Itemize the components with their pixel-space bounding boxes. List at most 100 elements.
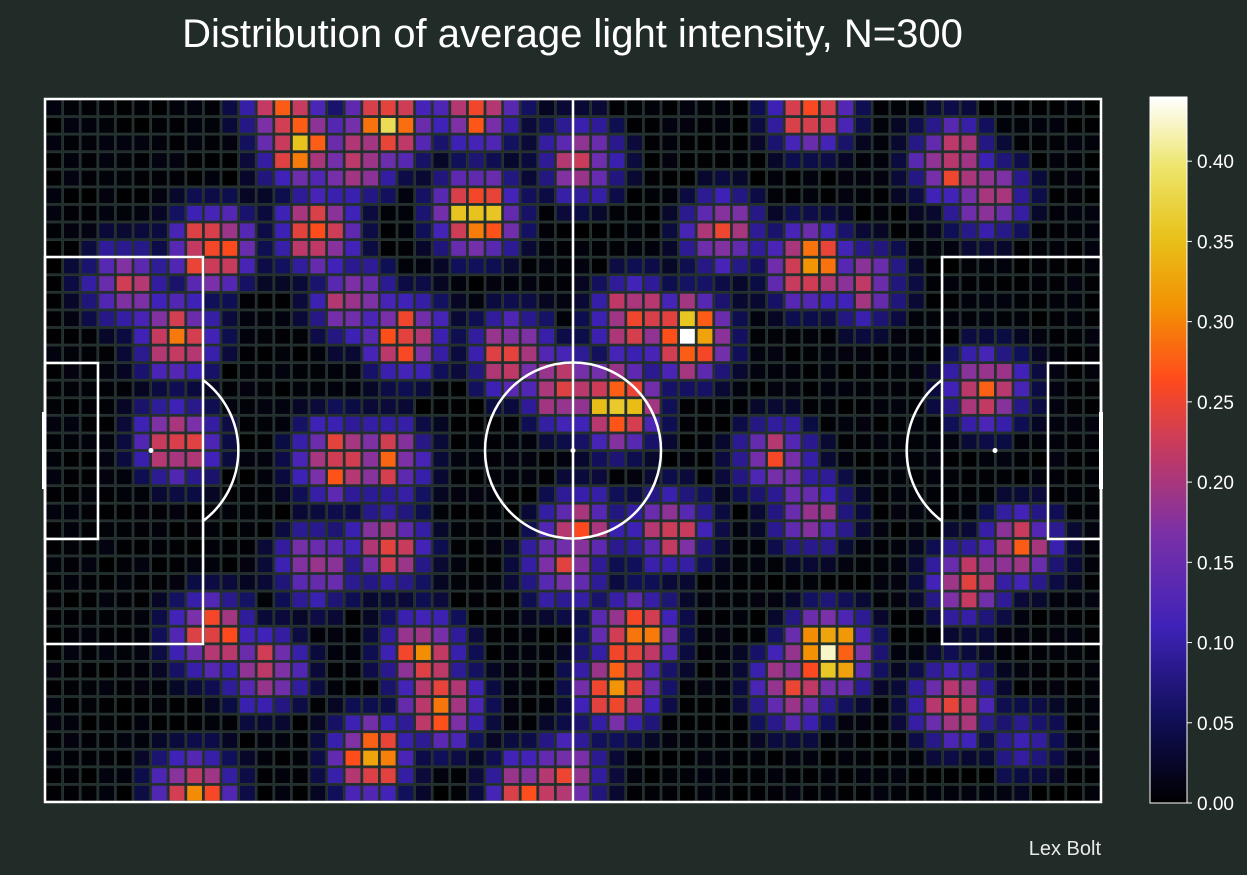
heatmap-cell — [362, 397, 380, 416]
heatmap-cell — [1013, 485, 1031, 504]
heatmap-cell — [203, 99, 221, 117]
heatmap-cell — [133, 415, 151, 433]
heatmap-cell — [590, 538, 609, 556]
heatmap-cell — [45, 784, 63, 802]
heatmap-cell — [450, 679, 468, 697]
heatmap-cell — [168, 257, 186, 275]
heatmap-cell — [555, 362, 573, 380]
heatmap-cell — [379, 749, 397, 767]
heatmap-cell — [221, 99, 239, 117]
heatmap-cell — [274, 573, 292, 591]
heatmap-cell — [643, 661, 661, 679]
heatmap-cell — [362, 187, 380, 205]
heatmap-cell — [203, 274, 221, 293]
heatmap-cell — [784, 187, 802, 205]
heatmap-cell — [854, 696, 873, 714]
heatmap-cell — [555, 99, 573, 117]
heatmap-cell — [520, 187, 538, 205]
heatmap-cell — [854, 714, 873, 732]
heatmap-cell — [555, 538, 573, 556]
heatmap-cell — [942, 503, 961, 521]
heatmap-cell — [502, 626, 520, 644]
heatmap-cell — [661, 731, 679, 750]
heatmap-cell — [274, 292, 292, 310]
heatmap-cell — [661, 292, 679, 310]
heatmap-cell — [520, 661, 538, 679]
heatmap-cell — [590, 591, 609, 609]
heatmap-cell — [643, 187, 661, 205]
heatmap-cell — [520, 310, 538, 328]
heatmap-cell — [907, 538, 925, 556]
heatmap-cell — [80, 714, 98, 732]
heatmap-cell — [133, 608, 151, 627]
heatmap-cell — [960, 468, 978, 486]
heatmap-cell — [1013, 573, 1031, 591]
heatmap-cell — [326, 239, 344, 257]
heatmap-cell — [1013, 767, 1031, 785]
heatmap-cell — [97, 310, 116, 328]
heatmap-cell — [995, 116, 1013, 134]
heatmap-cell — [1013, 784, 1031, 802]
heatmap-cell — [238, 450, 256, 468]
heatmap-cell — [749, 116, 767, 134]
heatmap-cell — [713, 485, 732, 504]
heatmap-cell — [696, 116, 714, 134]
heatmap-cell — [309, 116, 327, 134]
heatmap-cell — [749, 239, 767, 257]
heatmap-cell — [397, 222, 415, 240]
heatmap-cell — [766, 310, 785, 328]
heatmap-cell — [661, 187, 679, 205]
heatmap-cell — [573, 310, 591, 328]
heatmap-cell — [801, 239, 820, 257]
heatmap-cell — [960, 380, 978, 398]
heatmap-cell — [713, 415, 732, 433]
heatmap-cell — [749, 608, 767, 627]
heatmap-cell — [1048, 239, 1066, 257]
heatmap-cell — [907, 134, 925, 152]
heatmap-cell — [520, 257, 538, 275]
heatmap-cell — [696, 661, 714, 679]
heatmap-cell — [203, 187, 221, 205]
heatmap-cell — [590, 310, 609, 328]
heatmap-cell — [960, 151, 978, 170]
heatmap-cell — [291, 485, 309, 504]
heatmap-cell — [995, 204, 1013, 222]
heatmap-cell — [62, 749, 81, 767]
heatmap-cell — [801, 151, 820, 170]
heatmap-cell — [485, 714, 503, 732]
heatmap-cell — [97, 292, 116, 310]
heatmap-cell — [995, 187, 1013, 205]
heatmap-cell — [713, 767, 732, 785]
heatmap-cell — [115, 485, 133, 504]
heatmap-cell — [661, 99, 679, 117]
heatmap-cell — [450, 644, 468, 662]
heatmap-cell — [819, 679, 837, 697]
heatmap-cell — [168, 222, 186, 240]
heatmap-cell — [203, 556, 221, 574]
heatmap-cell — [397, 187, 415, 205]
heatmap-cell — [1048, 187, 1066, 205]
heatmap-cell — [784, 397, 802, 416]
heatmap-cell — [749, 556, 767, 574]
heatmap-cell — [274, 187, 292, 205]
heatmap-cell — [608, 538, 626, 556]
heatmap-cell — [643, 310, 661, 328]
heatmap-cell — [520, 134, 538, 152]
heatmap-cell — [713, 187, 732, 205]
heatmap-cell — [960, 661, 978, 679]
heatmap-cell — [661, 433, 679, 451]
heatmap-cell — [608, 731, 626, 750]
heatmap-cell — [801, 222, 820, 240]
heatmap-cell — [872, 380, 890, 398]
heatmap-cell — [1065, 187, 1084, 205]
heatmap-cell — [502, 556, 520, 574]
heatmap-cell — [221, 151, 239, 170]
heatmap-cell — [362, 784, 380, 802]
heatmap-cell — [414, 520, 432, 539]
heatmap-cell — [889, 749, 908, 767]
heatmap-cell — [925, 679, 943, 697]
heatmap-cell — [502, 116, 520, 134]
heatmap-cell — [485, 749, 503, 767]
heatmap-cell — [62, 573, 81, 591]
heatmap-cell — [115, 608, 133, 627]
